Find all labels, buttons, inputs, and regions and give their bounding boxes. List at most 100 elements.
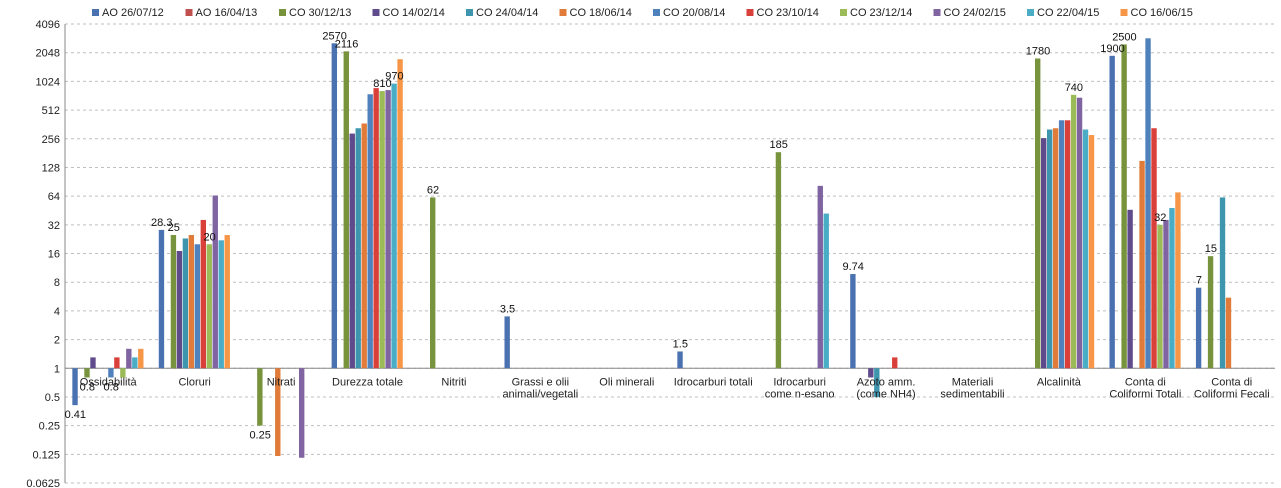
legend-swatch	[185, 9, 193, 16]
bar	[823, 213, 829, 369]
bar	[188, 235, 195, 369]
bar	[1064, 120, 1071, 369]
legend-swatch	[746, 9, 754, 16]
bar	[868, 368, 874, 378]
bar	[200, 219, 206, 369]
legend-label: CO 18/06/14	[570, 7, 632, 19]
legend-label: CO 23/12/14	[850, 7, 912, 19]
bar	[275, 368, 281, 457]
y-tick-label: 2048	[36, 48, 60, 60]
y-tick-label: 8	[54, 277, 60, 289]
legend-label: CO 14/02/14	[383, 7, 445, 19]
data-label: 970	[385, 71, 403, 83]
legend-swatch	[372, 9, 380, 16]
y-tick-label: 256	[42, 134, 60, 146]
y-tick-label: 64	[48, 191, 60, 203]
bar	[120, 368, 126, 378]
category-label: Alcalinità	[1037, 376, 1082, 388]
category-label-line: (come NH4)	[856, 388, 915, 400]
category-label: Azoto amm.(come NH4)	[856, 376, 915, 400]
legend-label: AO 16/04/13	[196, 7, 258, 19]
legend-label: CO 16/06/15	[1131, 7, 1193, 19]
y-tick-label: 512	[42, 105, 60, 117]
bar	[194, 244, 201, 369]
data-label: 28.3	[151, 217, 172, 229]
bar	[176, 250, 183, 369]
category-label-line: Oli minerali	[599, 376, 654, 388]
bar	[1151, 128, 1157, 369]
bar	[430, 197, 436, 369]
bar	[84, 368, 90, 378]
data-label: 20	[203, 231, 215, 243]
legend-swatch	[279, 9, 286, 16]
bar	[677, 351, 683, 369]
category-label-line: Azoto amm.	[857, 376, 916, 388]
y-tick-label: 0.125	[32, 449, 60, 461]
legend-swatch	[933, 9, 941, 16]
legend-swatch	[559, 9, 567, 16]
category-label: Ossidabilità	[80, 376, 138, 388]
bars	[72, 38, 1232, 458]
data-label: 2116	[335, 38, 359, 50]
data-label: 1900	[1100, 43, 1124, 55]
legend-item: CO 14/02/14	[372, 7, 445, 19]
bar	[206, 244, 212, 369]
data-label: 32	[1154, 212, 1166, 224]
data-label: 810	[373, 78, 391, 90]
bar	[817, 185, 823, 369]
bar	[343, 51, 349, 369]
bar	[1225, 297, 1232, 369]
legend-swatch	[1027, 9, 1034, 16]
legend-label: CO 24/04/14	[476, 7, 538, 19]
legend-item: CO 23/12/14	[840, 7, 912, 19]
category-label: Nitrati	[267, 376, 296, 388]
category-label: Cloruri	[178, 376, 210, 388]
category-label: Nitriti	[441, 376, 466, 388]
x-axis-categories: Ossidabilità Cloruri Nitrati Durezza totale…	[80, 376, 1270, 400]
bar	[1219, 197, 1226, 369]
category-label-line: Ossidabilità	[80, 376, 138, 388]
bar	[218, 240, 224, 369]
legend-swatch	[466, 9, 473, 16]
bar	[1052, 128, 1059, 369]
bar	[1121, 44, 1127, 369]
bar	[850, 274, 856, 369]
bar	[1076, 97, 1083, 369]
legend-item: CO 16/06/15	[1120, 7, 1193, 19]
bar	[874, 368, 880, 397]
legend-item: CO 24/02/15	[933, 7, 1006, 19]
bar	[355, 128, 361, 369]
legend-label: AO 26/07/12	[102, 7, 164, 19]
category-label-line: Idrocarburi totali	[674, 376, 753, 388]
bar	[1163, 219, 1169, 369]
y-tick-label: 32	[48, 220, 60, 232]
legend: AO 26/07/12 AO 16/04/13 CO 30/12/13 CO 14/0…	[92, 7, 1193, 19]
bar	[349, 133, 355, 369]
bar	[1169, 208, 1175, 369]
y-tick-label: 1	[54, 363, 60, 375]
category-label: Oli minerali	[599, 376, 654, 388]
bar	[391, 83, 397, 369]
category-label-line: come n-esano	[765, 388, 835, 400]
bar	[108, 368, 114, 378]
bar	[114, 357, 120, 369]
data-label: 0.25	[249, 430, 270, 442]
bar	[158, 229, 165, 369]
bar	[361, 123, 367, 369]
bar	[373, 88, 379, 369]
y-tick-label: 2	[54, 335, 60, 347]
category-label-line: Materiali	[952, 376, 994, 388]
data-label: 0.8	[104, 381, 119, 393]
bar	[212, 195, 218, 369]
data-label: 1.5	[673, 338, 688, 350]
legend-label: CO 22/04/15	[1037, 7, 1099, 19]
y-tick-label: 16	[48, 249, 60, 261]
y-axis: 0.0625 0.125 0.25 0.5 1 2 4 8 16 32 64 128 256 512 102…	[26, 19, 60, 488]
bar	[1195, 287, 1202, 369]
bar	[1109, 55, 1115, 369]
y-tick-label: 4096	[36, 19, 60, 31]
legend-label: CO 24/02/15	[944, 7, 1006, 19]
